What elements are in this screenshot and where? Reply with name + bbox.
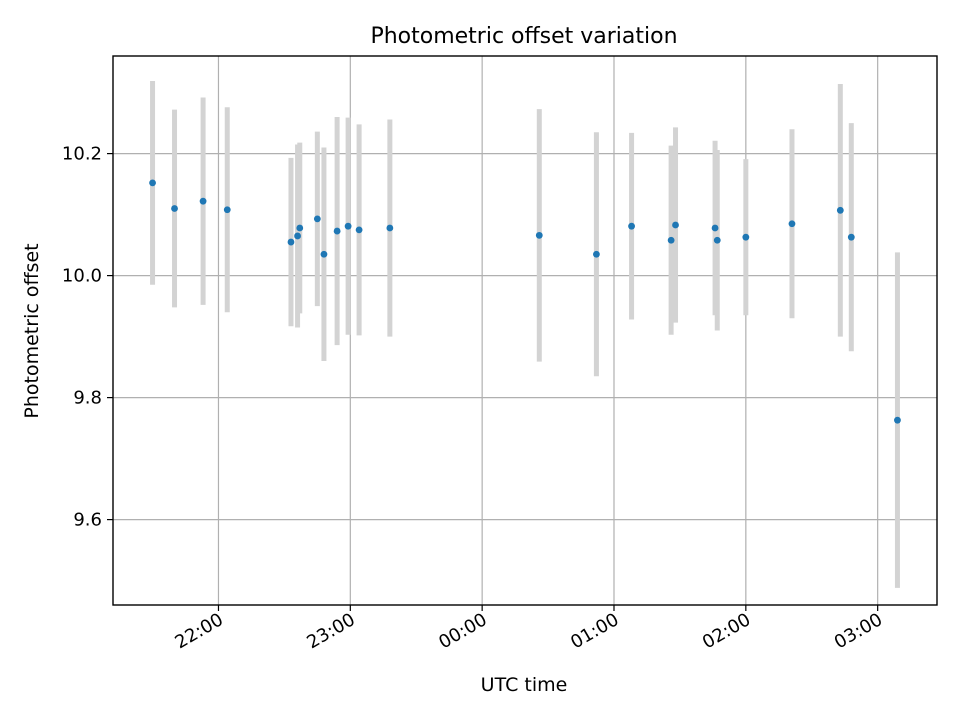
chart-title: Photometric offset variation bbox=[370, 24, 677, 49]
data-point bbox=[713, 236, 721, 244]
data-point bbox=[628, 222, 635, 230]
y-tick-label: 10.0 bbox=[62, 266, 102, 287]
axis-ticks: 22:00 23:00 00:00 01:00 02:00 03:00 9.6 9.8 10.0… bbox=[62, 144, 886, 654]
data-point bbox=[296, 224, 304, 232]
x-axis-label: UTC time bbox=[481, 674, 568, 696]
data-point bbox=[313, 215, 321, 223]
data-point bbox=[535, 231, 543, 239]
data-point bbox=[294, 232, 301, 240]
data-point bbox=[149, 179, 156, 187]
data-point bbox=[287, 238, 295, 246]
data-point bbox=[742, 233, 750, 241]
x-tick-label: 23:00 bbox=[303, 609, 358, 653]
x-tick-label: 22:00 bbox=[172, 609, 227, 653]
x-tick-label: 00:00 bbox=[435, 609, 490, 653]
data-point bbox=[199, 197, 207, 205]
y-axis-label: Photometric offset bbox=[21, 243, 43, 418]
grid-lines bbox=[113, 56, 937, 605]
data-point bbox=[223, 206, 231, 214]
data-point bbox=[593, 250, 600, 258]
data-point bbox=[894, 416, 901, 424]
data-point bbox=[667, 236, 675, 244]
x-tick-label: 01:00 bbox=[567, 609, 622, 653]
x-tick-label: 02:00 bbox=[699, 609, 754, 653]
data-point bbox=[672, 221, 679, 229]
data-point bbox=[836, 206, 844, 214]
x-tick-label: 03:00 bbox=[831, 609, 886, 653]
data-point bbox=[355, 226, 363, 234]
data-point bbox=[847, 233, 855, 241]
data-point bbox=[788, 220, 796, 228]
data-point bbox=[171, 205, 178, 212]
y-tick-label: 10.2 bbox=[62, 144, 102, 165]
error-bars bbox=[150, 81, 900, 588]
data-point bbox=[711, 224, 719, 232]
data-points bbox=[149, 179, 901, 424]
data-point bbox=[344, 222, 352, 230]
y-tick-label: 9.8 bbox=[73, 388, 102, 409]
data-point bbox=[333, 227, 341, 235]
data-point bbox=[386, 224, 394, 232]
data-point bbox=[320, 250, 328, 258]
plot-frame bbox=[112, 55, 938, 606]
y-tick-label: 9.6 bbox=[73, 510, 102, 531]
